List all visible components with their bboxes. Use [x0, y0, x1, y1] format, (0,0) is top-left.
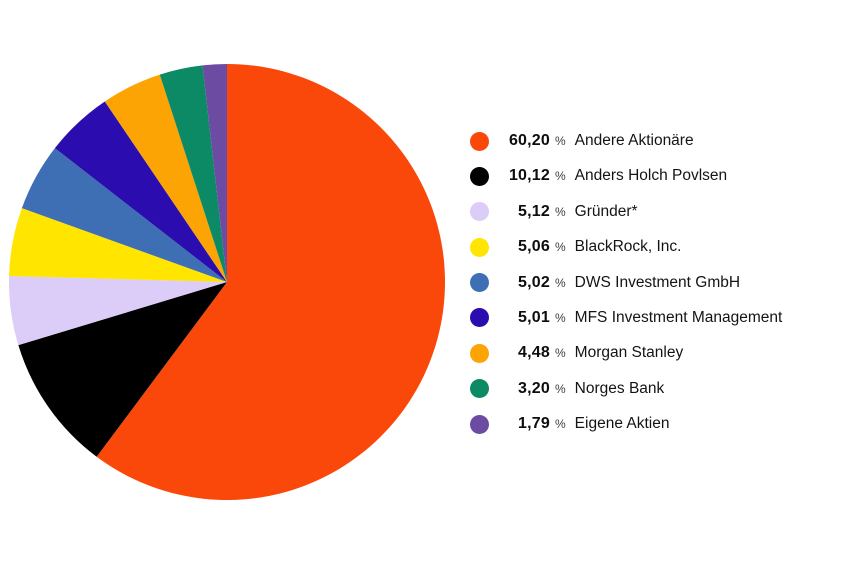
- pie-slice-8: [202, 64, 227, 282]
- legend-color-dot: [470, 166, 489, 186]
- legend-label: Morgan Stanley: [574, 344, 684, 362]
- legend-label: Gründer*: [574, 202, 638, 220]
- percent-sign: %: [555, 346, 566, 361]
- legend-color-dot: [470, 414, 489, 434]
- legend-item: 10,12 % Anders Holch Povlsen: [470, 166, 782, 186]
- legend-label: Andere Aktionäre: [574, 132, 694, 149]
- legend-color-dot: [470, 131, 489, 151]
- percent-sign: %: [555, 134, 566, 148]
- legend-item: 60,20 % Andere Aktionäre: [470, 131, 782, 151]
- percent-sign: %: [555, 204, 566, 219]
- legend-value: 4,48: [518, 344, 550, 362]
- legend-item: 5,12 % Gründer*: [470, 202, 782, 222]
- pie-slice-7: [159, 65, 227, 282]
- legend-item: 4,48 % Morgan Stanley: [470, 343, 782, 363]
- legend-label: BlackRock, Inc.: [574, 238, 682, 256]
- pie-slice-0: [96, 64, 446, 500]
- legend-item: 5,06 % BlackRock, Inc.: [470, 237, 782, 257]
- legend-value: 5,06: [518, 238, 550, 256]
- legend-color-dot: [470, 273, 489, 293]
- legend: 60,20 % Andere Aktionäre 10,12 % Anders …: [470, 131, 782, 450]
- percent-sign: %: [555, 381, 566, 396]
- pie-slice-3: [9, 208, 227, 282]
- legend-color-dot: [470, 379, 489, 399]
- legend-color-dot: [470, 202, 489, 222]
- pie-slice-1: [18, 282, 227, 457]
- legend-label: MFS Investment Management: [574, 308, 783, 326]
- percent-sign: %: [555, 169, 566, 184]
- legend-color-dot: [470, 308, 489, 328]
- legend-item: 1,79 % Eigene Aktien: [470, 414, 782, 434]
- legend-value: 3,20: [518, 379, 550, 397]
- legend-value: 60,20: [508, 132, 550, 149]
- percent-sign: %: [555, 275, 566, 290]
- percent-sign: %: [555, 240, 566, 255]
- legend-label: Anders Holch Povlsen: [574, 167, 728, 185]
- legend-item: 5,02 % DWS Investment GmbH: [470, 273, 782, 293]
- legend-color-dot: [470, 237, 489, 257]
- legend-item: 5,01 % MFS Investment Management: [470, 308, 782, 328]
- legend-label: Norges Bank: [574, 379, 665, 397]
- legend-label: Eigene Aktien: [574, 415, 670, 433]
- legend-value: 1,79: [518, 415, 550, 433]
- legend-value: 10,12: [508, 167, 550, 185]
- percent-sign: %: [555, 310, 566, 325]
- pie-slice-5: [54, 101, 227, 282]
- pie-slice-2: [8, 275, 228, 346]
- pie-slice-6: [104, 74, 227, 282]
- legend-item: 3,20 % Norges Bank: [470, 379, 782, 399]
- legend-label: DWS Investment GmbH: [574, 273, 741, 291]
- percent-sign: %: [555, 417, 566, 432]
- legend-value: 5,01: [518, 308, 550, 326]
- legend-color-dot: [470, 343, 489, 363]
- legend-value: 5,12: [518, 202, 550, 220]
- legend-value: 5,02: [518, 273, 550, 291]
- pie-slice-4: [21, 148, 227, 282]
